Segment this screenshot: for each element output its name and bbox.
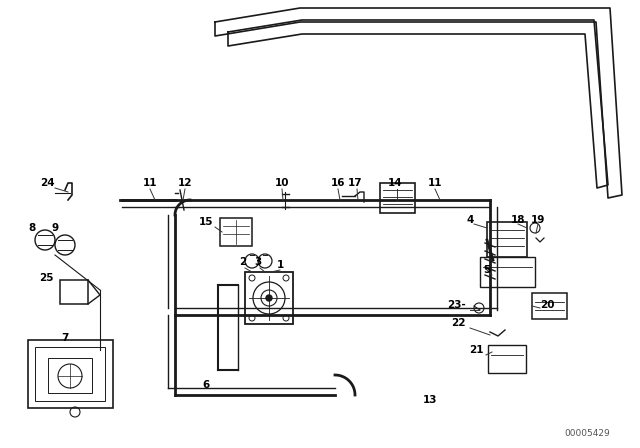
Text: 6: 6	[203, 380, 210, 390]
Text: 3: 3	[254, 257, 262, 267]
Bar	[28, 340, 113, 408]
Text: 13: 13	[423, 395, 437, 405]
Text: 9: 9	[51, 223, 59, 233]
Text: 15: 15	[198, 217, 213, 227]
Circle shape	[266, 295, 272, 301]
Text: 7: 7	[61, 333, 68, 343]
Bar	[60, 280, 88, 304]
Text: 12: 12	[178, 178, 192, 188]
Text: 21: 21	[470, 345, 484, 355]
Text: 00005429: 00005429	[564, 429, 610, 438]
Text: 5: 5	[483, 265, 490, 275]
Text: 24: 24	[40, 178, 55, 188]
Text: 8: 8	[28, 223, 36, 233]
Text: 23-: 23-	[447, 300, 466, 310]
Text: 2: 2	[239, 257, 246, 267]
Text: 11: 11	[428, 178, 442, 188]
Bar	[48, 358, 92, 393]
Text: 10: 10	[275, 178, 289, 188]
Text: 22: 22	[451, 318, 466, 328]
Bar	[532, 293, 567, 319]
Text: 4: 4	[467, 215, 474, 225]
Bar	[480, 257, 535, 287]
Text: 16: 16	[331, 178, 345, 188]
Text: 14: 14	[388, 178, 403, 188]
Text: 18: 18	[511, 215, 525, 225]
Bar	[35, 347, 105, 401]
Text: 19: 19	[531, 215, 545, 225]
Text: 20: 20	[540, 300, 554, 310]
Bar	[220, 218, 252, 246]
Text: 17: 17	[348, 178, 362, 188]
Bar	[487, 222, 527, 257]
Bar	[380, 183, 415, 213]
Text: 25: 25	[40, 273, 54, 283]
Bar	[245, 272, 293, 324]
Text: 1: 1	[276, 260, 284, 270]
Bar	[488, 345, 526, 373]
Text: 11: 11	[143, 178, 157, 188]
